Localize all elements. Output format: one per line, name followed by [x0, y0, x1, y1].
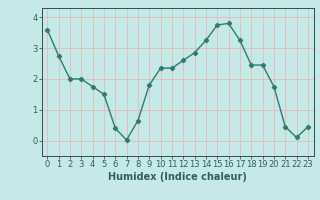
X-axis label: Humidex (Indice chaleur): Humidex (Indice chaleur) — [108, 172, 247, 182]
